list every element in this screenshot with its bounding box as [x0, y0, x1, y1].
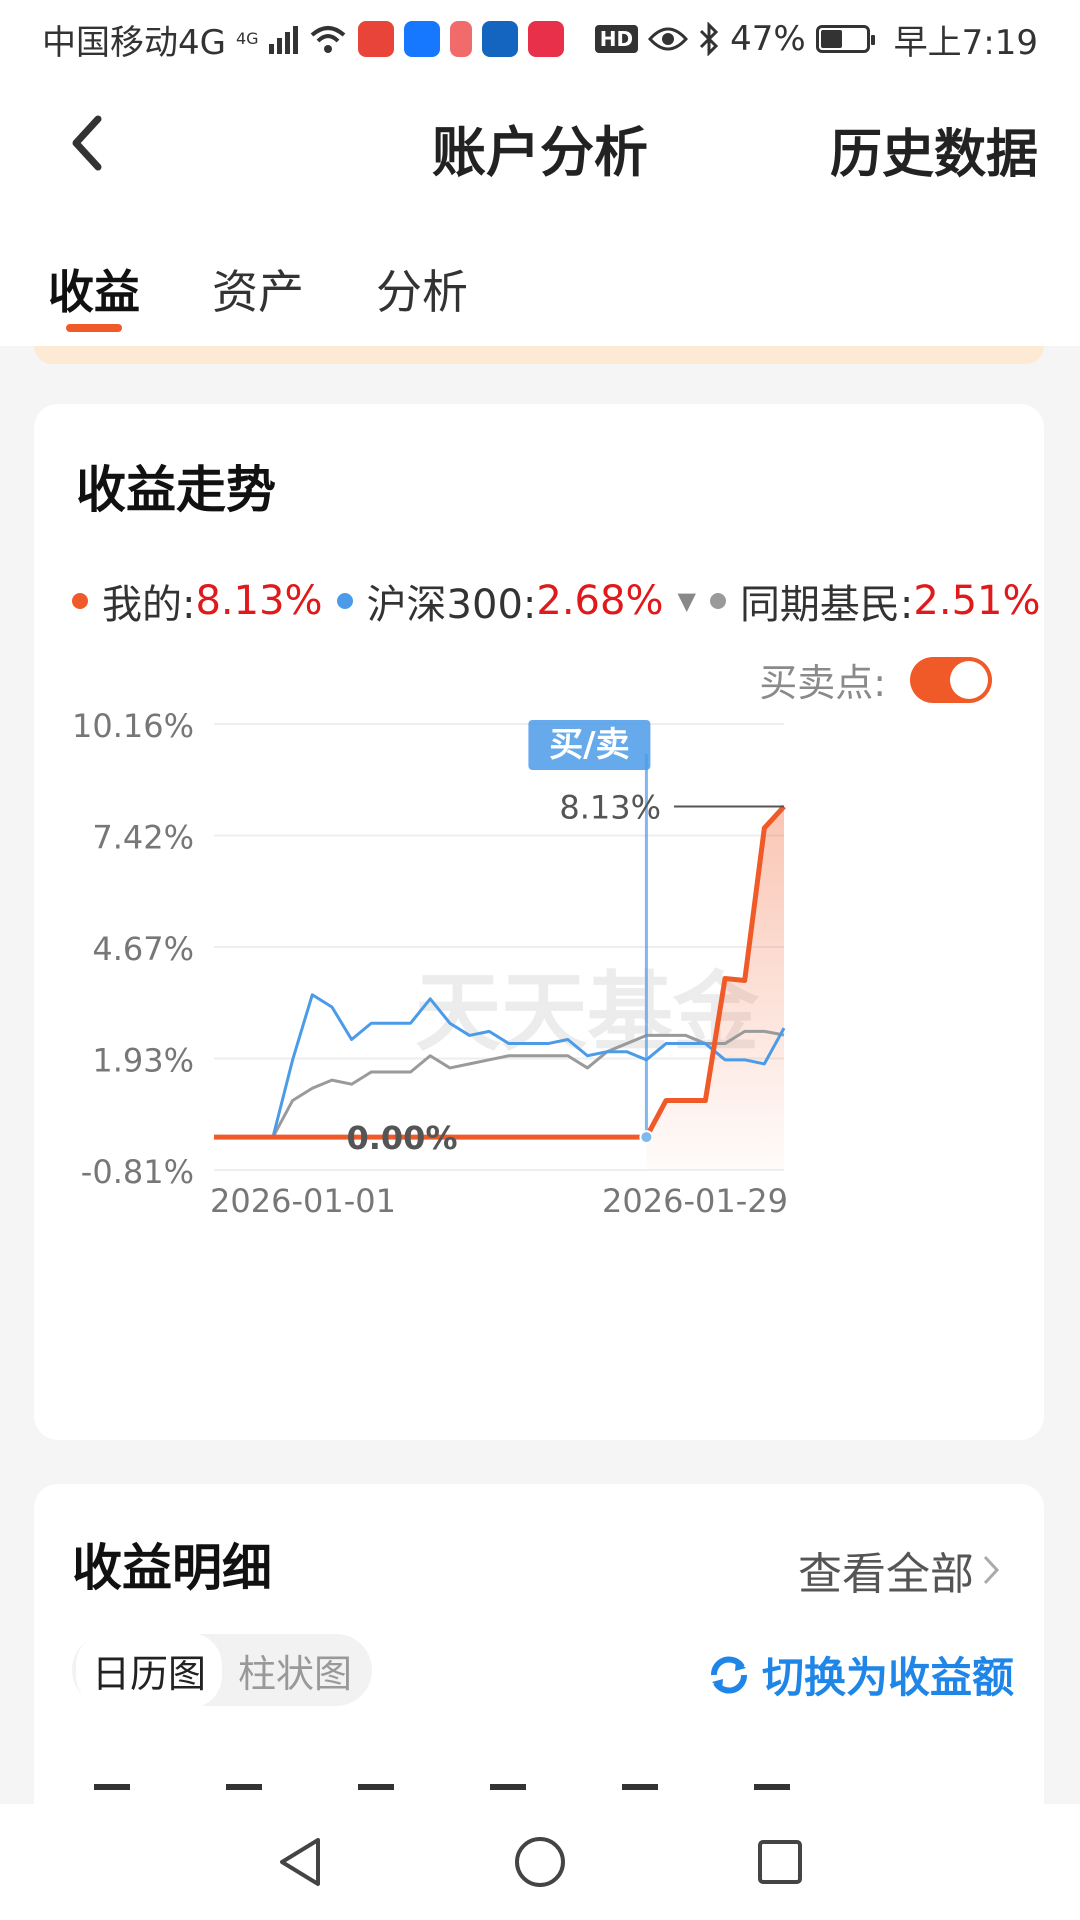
legend-name-mine: 我的: [102, 582, 196, 628]
chevron-left-icon [72, 115, 102, 171]
buy-sell-label: 买卖点: [759, 661, 886, 705]
hs300-series-line [214, 993, 786, 1139]
calendar-col-mark [226, 1784, 262, 1790]
legend-value-mine: 8.13% [195, 578, 323, 624]
home-circle-icon [515, 1837, 565, 1887]
status-right: HD 47% 早上7:19 [594, 15, 1038, 64]
last-value-label: 8.13% [559, 789, 661, 827]
recents-square-icon [758, 1840, 802, 1884]
y-tick-label: -0.81% [81, 1153, 194, 1191]
segment-bar-chart[interactable]: 柱状图 [238, 1651, 353, 1696]
legend-name-hs300[interactable]: 沪深300: [366, 582, 537, 628]
tab-analysis[interactable]: 分析 [376, 265, 468, 319]
buy-sell-marker-label: 买/卖 [549, 725, 629, 765]
y-tick-label: 7.42% [92, 819, 194, 857]
alipay-icon [403, 21, 440, 57]
calendar-col-mark [358, 1784, 394, 1790]
clock: 早上7:19 [893, 22, 1038, 63]
tab-income[interactable]: 收益 [48, 208, 140, 346]
battery-percent: 47% [730, 19, 806, 59]
tab-assets[interactable]: 资产 [212, 265, 304, 319]
mine-area-fill [646, 806, 784, 1170]
nav-back-button[interactable] [270, 1832, 330, 1892]
switch-to-amount-link[interactable]: 切换为收益额 [706, 1644, 1014, 1705]
zero-value-label: 0.00% [346, 1119, 457, 1157]
red-app-icon [449, 21, 472, 57]
income-trend-card: 收益走势 我的: 8.13% 沪深300: 2.68% ▼ 同期基民: 2.51… [34, 404, 1044, 1440]
app-header: 账户分析 历史数据 [0, 78, 1080, 208]
calendar-col-mark [754, 1784, 790, 1790]
buy-sell-toggle[interactable] [910, 656, 992, 703]
fund-app-icon [527, 21, 564, 57]
income-detail-title: 收益明细 [72, 1539, 272, 1597]
switch-label: 切换为收益额 [761, 1653, 1014, 1702]
legend-value-peers: 2.51% [913, 578, 1041, 624]
status-left: 中国移动4G 4G [42, 15, 564, 64]
view-segmented-control: 日历图 柱状图 [72, 1632, 373, 1708]
y-tick-label: 4.67% [92, 930, 194, 968]
tab-bar: 收益 资产 分析 [0, 208, 1080, 346]
income-trend-chart[interactable]: 天天基金 10.16% 7.42% 4.67% 1.93% -0.81% 2026-01… [34, 704, 1044, 1264]
legend-name-peers: 同期基民: [739, 582, 914, 628]
calendar-col-mark [622, 1784, 658, 1790]
y-tick-label: 1.93% [92, 1042, 194, 1080]
x-tick-label: 2026-01-29 [602, 1182, 788, 1220]
legend-dot-mine [72, 593, 88, 609]
back-triangle-icon [280, 1838, 320, 1886]
income-trend-title: 收益走势 [76, 461, 276, 519]
chart-watermark: 天天基金 [415, 962, 760, 1063]
status-bar: 中国移动4G 4G HD 47% 早上7:19 [0, 0, 1080, 78]
bluetooth-icon [700, 22, 719, 56]
eye-icon [648, 27, 689, 51]
back-button[interactable] [52, 108, 122, 178]
signal-icon [268, 24, 298, 54]
system-nav-bar [0, 1804, 1080, 1920]
page-title: 账户分析 [432, 121, 648, 184]
view-all-label: 查看全部 [798, 1549, 974, 1600]
view-all-link[interactable]: 查看全部 [798, 1538, 1000, 1602]
refresh-icon [710, 1655, 747, 1694]
bank-app-icon [481, 21, 518, 57]
legend-dot-hs300 [336, 593, 353, 609]
buy-sell-point [639, 1130, 654, 1145]
calendar-header-row [94, 1784, 790, 1790]
x-tick-label: 2026-01-01 [210, 1182, 396, 1220]
chart-legend: 我的: 8.13% 沪深300: 2.68% ▼ 同期基民: 2.51% [72, 572, 1055, 630]
carrier-text: 中国移动4G [42, 22, 226, 63]
calendar-col-mark [94, 1784, 130, 1790]
hd-icon: HD [594, 25, 639, 53]
notice-banner-edge [34, 346, 1044, 364]
history-data-link[interactable]: 历史数据 [829, 125, 1038, 185]
network-badge: 4G [235, 28, 259, 48]
y-tick-label: 10.16% [72, 707, 194, 745]
legend-dot-peers [709, 593, 726, 609]
nav-home-button[interactable] [510, 1832, 570, 1892]
battery-icon [815, 25, 875, 53]
caret-down-icon[interactable]: ▼ [677, 587, 696, 615]
calendar-col-mark [490, 1784, 526, 1790]
nav-recents-button[interactable] [750, 1832, 810, 1892]
income-detail-card: 收益明细 查看全部 日历图 柱状图 切换为收益额 [34, 1484, 1044, 1804]
buy-sell-marker-tag [528, 720, 651, 770]
buy-sell-toggle-row: 买卖点: [759, 652, 992, 707]
mine-series-line [214, 804, 786, 1140]
segment-calendar[interactable]: 日历图 [76, 1632, 223, 1708]
chevron-right-icon [983, 1555, 1000, 1585]
legend-value-hs300: 2.68% [536, 578, 664, 624]
shopping-app-icon [357, 21, 394, 57]
peers-series-line [214, 1029, 785, 1139]
wifi-icon [310, 26, 345, 53]
